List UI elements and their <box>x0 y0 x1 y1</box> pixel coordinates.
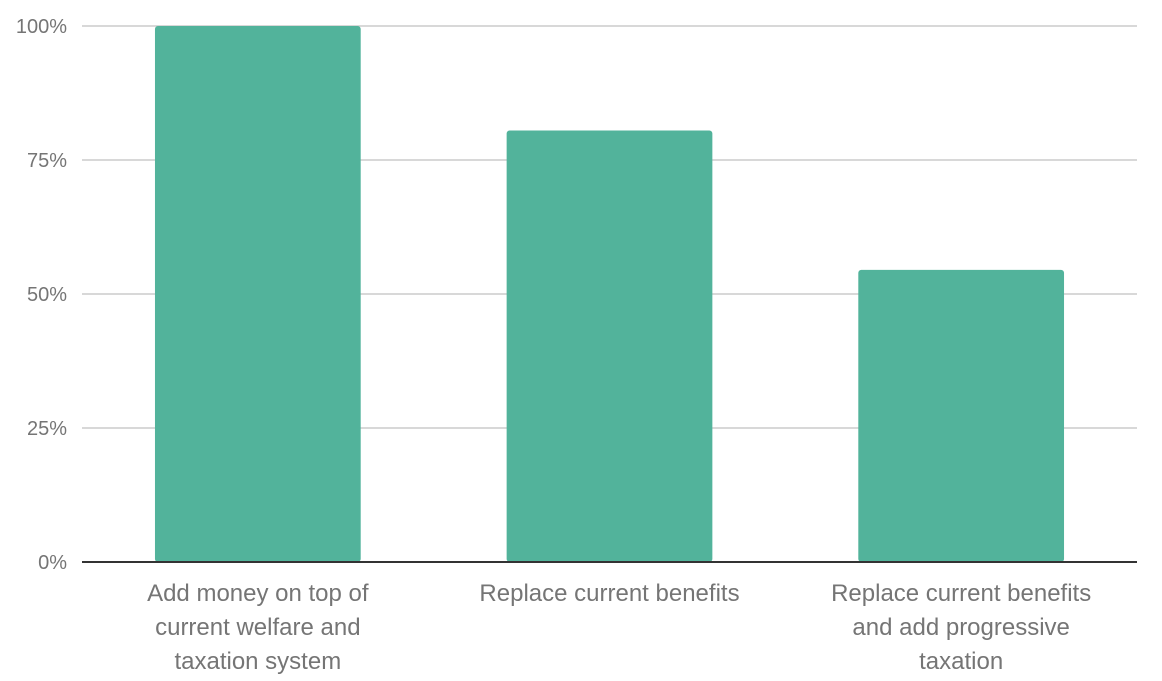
x-axis-labels: Add money on top of current welfare and ta… <box>147 580 1091 675</box>
x-category-label: Replace current benefits <box>831 580 1091 607</box>
y-tick-label: 25% <box>27 418 67 440</box>
y-tick-label: 0% <box>38 552 67 574</box>
x-category-label: Replace current benefits <box>479 580 739 607</box>
x-category-label: current welfare and <box>155 614 360 641</box>
bars <box>154 26 1065 562</box>
x-category-label: taxation <box>919 648 1003 675</box>
bar <box>506 130 713 562</box>
y-tick-label: 100% <box>16 16 67 38</box>
x-category-label: Add money on top of <box>147 580 369 607</box>
y-tick-label: 75% <box>27 150 67 172</box>
bar <box>858 269 1065 562</box>
x-category-label: taxation system <box>174 648 341 675</box>
bar <box>154 26 361 562</box>
x-category-label: and add progressive <box>852 614 1069 641</box>
y-tick-label: 50% <box>27 284 67 306</box>
y-axis-labels: 0% 25% 50% 75% 100% <box>16 16 67 574</box>
